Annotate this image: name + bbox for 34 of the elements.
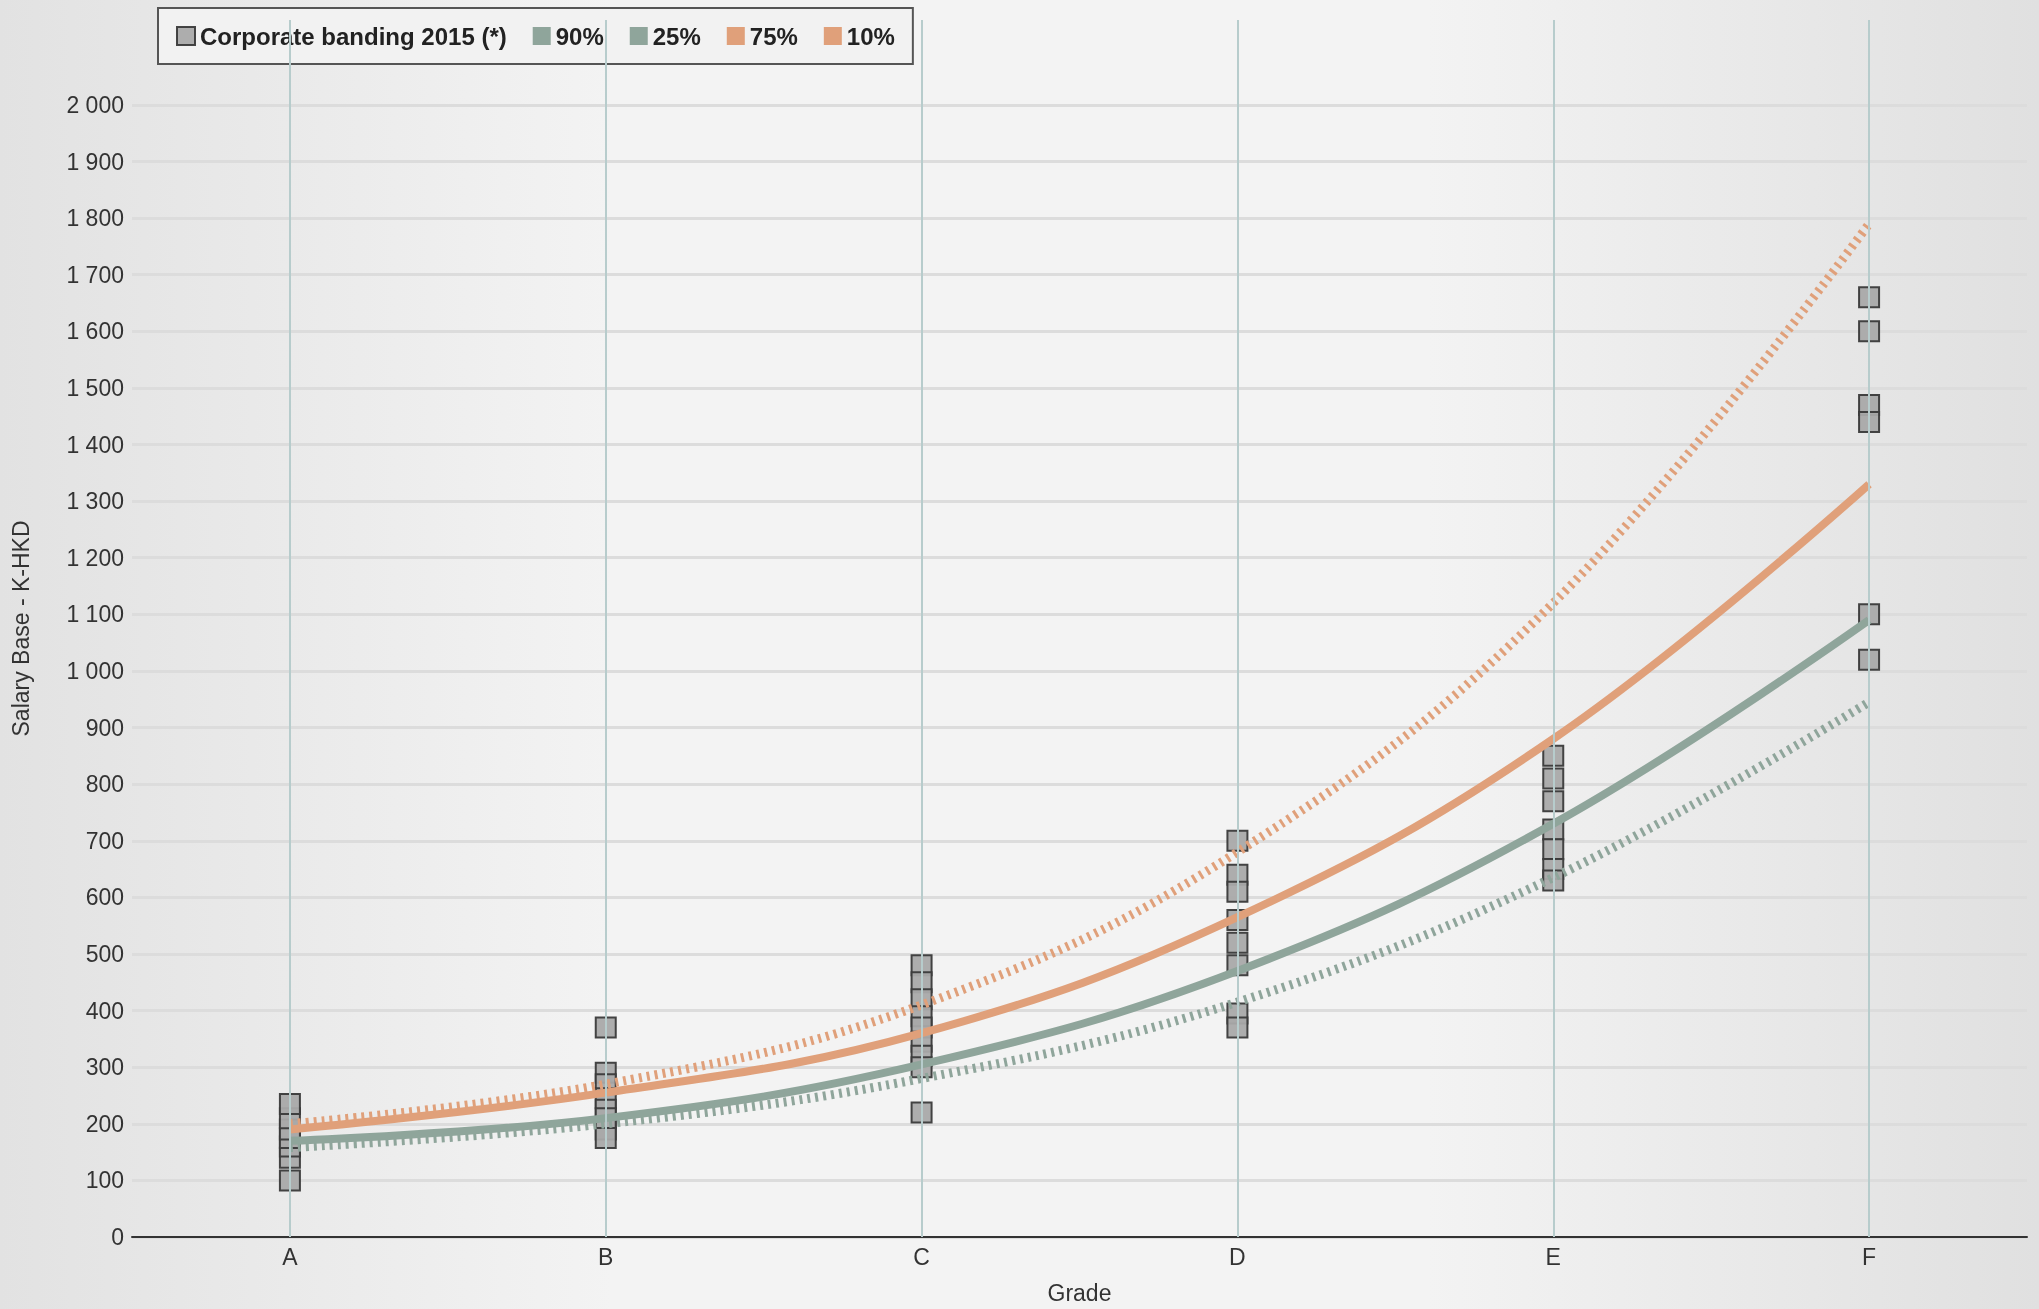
y-tick-label: 1 200 xyxy=(66,544,124,571)
y-tick-label: 600 xyxy=(85,884,124,911)
y-tick-label: 1 500 xyxy=(66,374,124,401)
y-tick-label: 1 000 xyxy=(66,657,124,684)
y-tick-label: 500 xyxy=(85,940,124,967)
y-tick-label: 900 xyxy=(85,714,124,741)
y-tick-label: 100 xyxy=(85,1167,124,1194)
y-tick-label: 2 000 xyxy=(66,91,124,118)
x-tick-label: B xyxy=(598,1243,614,1270)
y-tick-label: 1 800 xyxy=(66,205,124,232)
legend-label: 25% xyxy=(652,22,701,50)
y-tick-label: 1 300 xyxy=(66,488,124,515)
y-tick-label: 0 xyxy=(111,1224,124,1250)
legend-label: Corporate banding 2015 (*) xyxy=(200,22,507,50)
y-tick-label: 400 xyxy=(85,997,124,1024)
legend-label: 10% xyxy=(846,22,895,50)
y-tick-label: 300 xyxy=(85,1054,124,1081)
x-tick-label: D xyxy=(1229,1243,1246,1270)
y-tick-label: 700 xyxy=(85,827,124,854)
y-tick-label: 1 100 xyxy=(66,601,124,628)
x-tick-label: A xyxy=(282,1243,299,1270)
y-tick-label: 200 xyxy=(85,1110,124,1137)
x-tick-label: E xyxy=(1545,1243,1561,1270)
y-tick-label: 1 700 xyxy=(66,261,124,288)
y-tick-label: 1 900 xyxy=(66,148,124,175)
legend-label: 90% xyxy=(555,22,604,50)
y-tick-label: 1 600 xyxy=(66,318,124,345)
y-tick-label: 800 xyxy=(85,771,124,798)
x-axis-title: Grade xyxy=(1047,1279,1112,1306)
x-tick-label: C xyxy=(913,1243,930,1270)
y-tick-label: 1 400 xyxy=(66,431,124,458)
legend-label: 75% xyxy=(749,22,798,50)
x-tick-label: F xyxy=(1862,1243,1877,1270)
y-axis-title: Salary Base - K-HKD xyxy=(7,520,34,737)
